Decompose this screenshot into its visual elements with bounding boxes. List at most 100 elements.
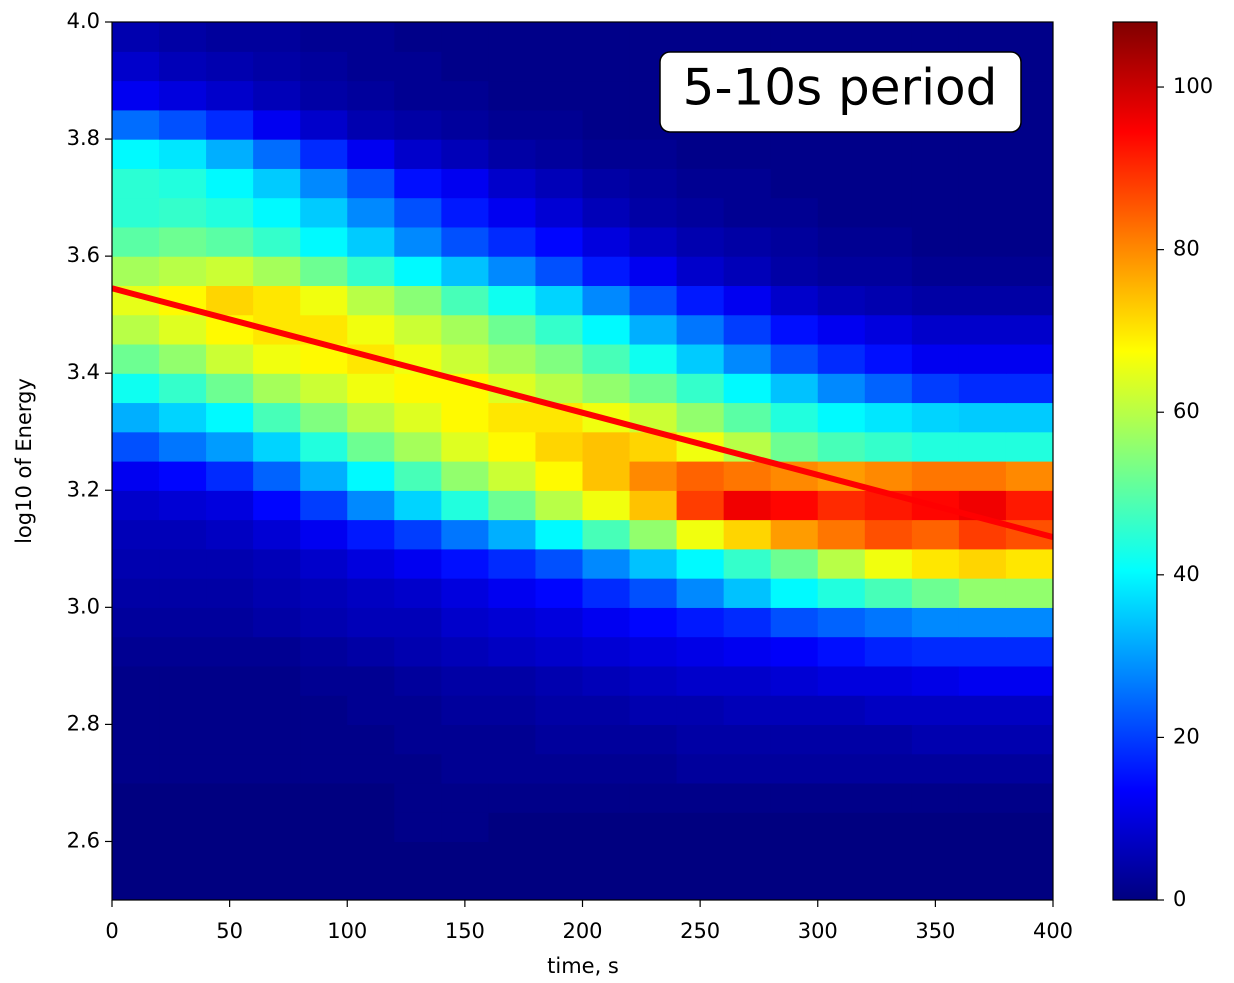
heatmap-cell: [770, 519, 819, 550]
heatmap-cell: [629, 782, 678, 813]
heatmap-cell: [253, 724, 301, 755]
heatmap-cell: [112, 812, 160, 843]
heatmap-cell: [253, 461, 301, 491]
heatmap-cell: [394, 256, 442, 286]
heatmap-cell: [159, 226, 207, 257]
heatmap-cell: [723, 256, 772, 286]
heatmap-cell: [206, 402, 254, 433]
heatmap-cell: [582, 870, 631, 900]
heatmap-cell: [112, 841, 160, 872]
heatmap-cell: [441, 870, 489, 900]
heatmap-cell: [347, 607, 395, 638]
heatmap-cell: [253, 870, 301, 900]
heatmap-cell: [488, 607, 537, 638]
heatmap-cell: [864, 431, 913, 462]
heatmap-cell: [441, 51, 489, 82]
heatmap-cell: [206, 431, 254, 462]
heatmap-cell: [770, 636, 819, 667]
heatmap-cell: [441, 431, 489, 462]
heatmap-cell: [441, 578, 489, 608]
heatmap-cell: [911, 461, 960, 491]
heatmap-cell: [582, 314, 631, 345]
y-tick-label: 3.6: [67, 243, 100, 267]
heatmap-cell: [206, 461, 254, 491]
heatmap-cell: [864, 373, 913, 404]
heatmap-cell: [441, 782, 489, 813]
heatmap-cell: [958, 139, 1007, 169]
heatmap-cell: [535, 812, 584, 843]
heatmap-cell: [159, 812, 207, 843]
heatmap-cell: [770, 343, 819, 374]
heatmap-cell: [582, 197, 631, 228]
heatmap-cell: [770, 695, 819, 725]
heatmap-cell: [347, 490, 395, 521]
heatmap-cell: [911, 226, 960, 257]
heatmap-cell: [253, 548, 301, 579]
heatmap-cell: [1005, 548, 1053, 579]
heatmap-cell: [1005, 373, 1053, 404]
heatmap-cell: [770, 285, 819, 316]
heatmap-cell: [1005, 402, 1053, 433]
heatmap-cell: [770, 548, 819, 579]
heatmap-cell: [394, 548, 442, 579]
heatmap-cell: [958, 607, 1007, 638]
heatmap-cell: [394, 607, 442, 638]
heatmap-cell: [958, 782, 1007, 813]
heatmap-cell: [770, 607, 819, 638]
x-axis-label: time, s: [547, 954, 619, 978]
heatmap-cell: [535, 343, 584, 374]
heatmap-cell: [347, 256, 395, 286]
heatmap-cell: [347, 168, 395, 199]
heatmap-cell: [723, 139, 772, 169]
heatmap-cell: [347, 812, 395, 843]
heatmap-cell: [535, 870, 584, 900]
heatmap-cell: [112, 782, 160, 813]
heatmap-cell: [253, 695, 301, 725]
heatmap-cell: [159, 461, 207, 491]
heatmap-cell: [347, 109, 395, 140]
heatmap-cell: [253, 285, 301, 316]
heatmap-cell: [723, 724, 772, 755]
heatmap-cell: [723, 343, 772, 374]
heatmap-cell: [1005, 782, 1053, 813]
annotation-box: [659, 51, 1022, 133]
heatmap-cell: [394, 402, 442, 433]
heatmap-cell: [582, 139, 631, 169]
heatmap-cell: [958, 578, 1007, 608]
heatmap-cell: [112, 578, 160, 608]
heatmap-cell: [864, 636, 913, 667]
heatmap-cell: [817, 724, 866, 755]
heatmap-cell: [159, 197, 207, 228]
heatmap-cell: [535, 314, 584, 345]
heatmap-cell: [347, 724, 395, 755]
heatmap-cell: [958, 548, 1007, 579]
heatmap-cell: [535, 461, 584, 491]
heatmap-cell: [488, 519, 537, 550]
heatmap-cell: [159, 782, 207, 813]
heatmap-cell: [629, 139, 678, 169]
heatmap-cell: [488, 812, 537, 843]
colorbar-tick-label: 100: [1173, 74, 1213, 98]
heatmap-cell: [300, 578, 348, 608]
heatmap-cell: [676, 724, 725, 755]
heatmap-cell: [394, 490, 442, 521]
heatmap-cell: [488, 343, 537, 374]
heatmap-cell: [206, 724, 254, 755]
x-tick-label: 400: [1033, 919, 1073, 943]
heatmap-cell: [394, 431, 442, 462]
heatmap-cell: [112, 695, 160, 725]
heatmap-cell: [441, 256, 489, 286]
heatmap-cell: [535, 490, 584, 521]
heatmap-cell: [535, 636, 584, 667]
heatmap-cell: [770, 870, 819, 900]
heatmap-cell: [629, 343, 678, 374]
heatmap-cell: [723, 402, 772, 433]
heatmap-cell: [347, 226, 395, 257]
heatmap-cell: [535, 168, 584, 199]
heatmap-cell: [206, 841, 254, 872]
heatmap-cell: [300, 431, 348, 462]
heatmap-cell: [535, 665, 584, 696]
heatmap-cell: [535, 578, 584, 608]
heatmap-cell: [817, 578, 866, 608]
heatmap-cell: [723, 841, 772, 872]
